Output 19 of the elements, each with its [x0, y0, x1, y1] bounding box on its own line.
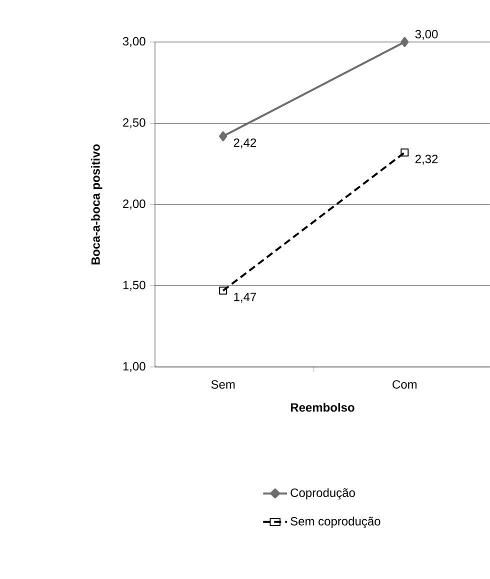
y-axis-title: Boca-a-boca positivo — [91, 144, 102, 264]
point — [400, 148, 409, 157]
x-tick-label: Sem — [211, 380, 235, 389]
y-tick-label: 1,50 — [123, 280, 146, 291]
y-tick-label: 3,00 — [122, 37, 146, 47]
point — [219, 131, 228, 142]
data-label: 1,47 — [234, 292, 256, 303]
y-tick-label: 2,00 — [123, 200, 146, 210]
data-label: 2,32 — [415, 154, 438, 165]
x-axis-title: Reembolso — [290, 402, 354, 412]
y-tick-label: 1,00 — [123, 362, 146, 372]
x-tick-label: Com — [392, 380, 417, 389]
y-tick-label: 2,50 — [123, 118, 146, 128]
point — [400, 37, 409, 48]
data-label: 3,00 — [415, 30, 438, 40]
data-label: 2,42 — [234, 138, 256, 148]
point — [219, 286, 228, 295]
legend-label: Coprodução — [290, 488, 355, 500]
legend-label: Sem coprodução — [290, 516, 380, 528]
